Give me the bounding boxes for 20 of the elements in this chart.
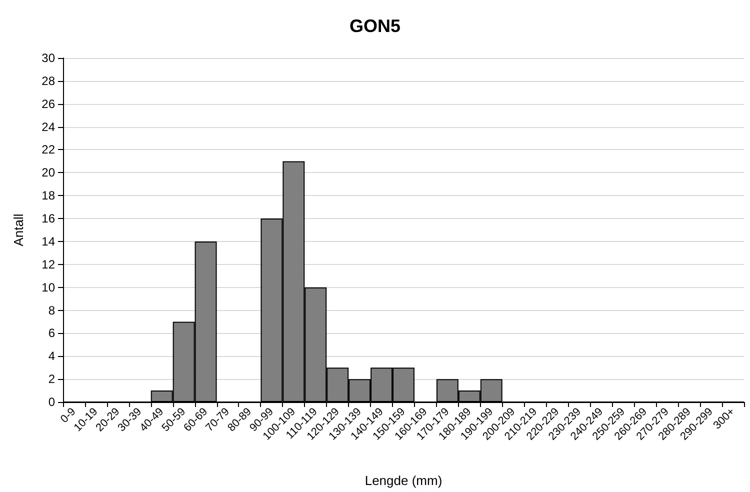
y-tick-label: 12 [42,257,56,272]
chart-title: GON5 [349,16,401,36]
x-axis-title: Lengde (mm) [364,473,442,488]
y-tick-label: 10 [42,280,56,294]
y-tick-label: 16 [42,212,56,226]
y-tick-label: 24 [42,120,56,134]
y-tick-label: 6 [48,326,56,340]
y-tick-label: 4 [48,349,56,364]
y-tick-label: 28 [42,74,56,88]
y-axis-title: Antall [11,214,26,246]
y-tick-label: 30 [42,51,56,65]
y-tick-label: 0 [48,395,56,409]
y-tick-label: 14 [42,234,56,248]
y-tick-label: 26 [42,96,56,111]
y-tick-label: 2 [48,372,56,386]
y-tick-label: 20 [42,166,56,180]
y-tick-label: 8 [48,303,56,318]
x-tick-label: 0-9 [58,406,78,426]
y-tick-label: 18 [42,188,56,203]
y-tick-label: 22 [42,142,56,157]
